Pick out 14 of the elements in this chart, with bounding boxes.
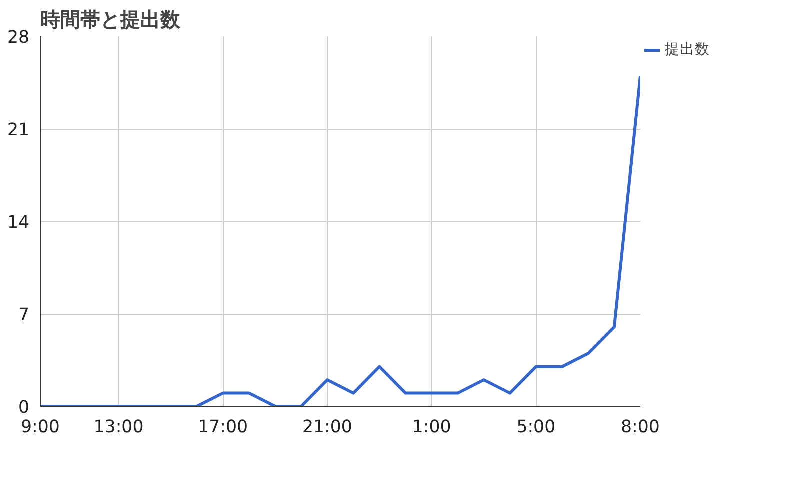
x-tick-label: 1:00 (412, 418, 452, 438)
x-tick-label: 8:00 (621, 418, 660, 438)
x-tick-label: 13:00 (94, 418, 144, 438)
legend-label: 提出数 (665, 40, 710, 59)
x-tick-label: 21:00 (302, 418, 352, 438)
y-tick-label: 0 (18, 398, 30, 418)
y-tick-label: 7 (18, 306, 30, 326)
x-tick-label: 9:00 (21, 418, 60, 438)
y-tick-label: 14 (7, 213, 30, 233)
chart-title: 時間帯と提出数 (40, 8, 182, 32)
x-tick-label: 5:00 (516, 418, 556, 438)
x-tick-label: 17:00 (198, 418, 248, 438)
y-tick-label: 28 (7, 28, 30, 48)
y-tick-label: 21 (7, 120, 30, 140)
